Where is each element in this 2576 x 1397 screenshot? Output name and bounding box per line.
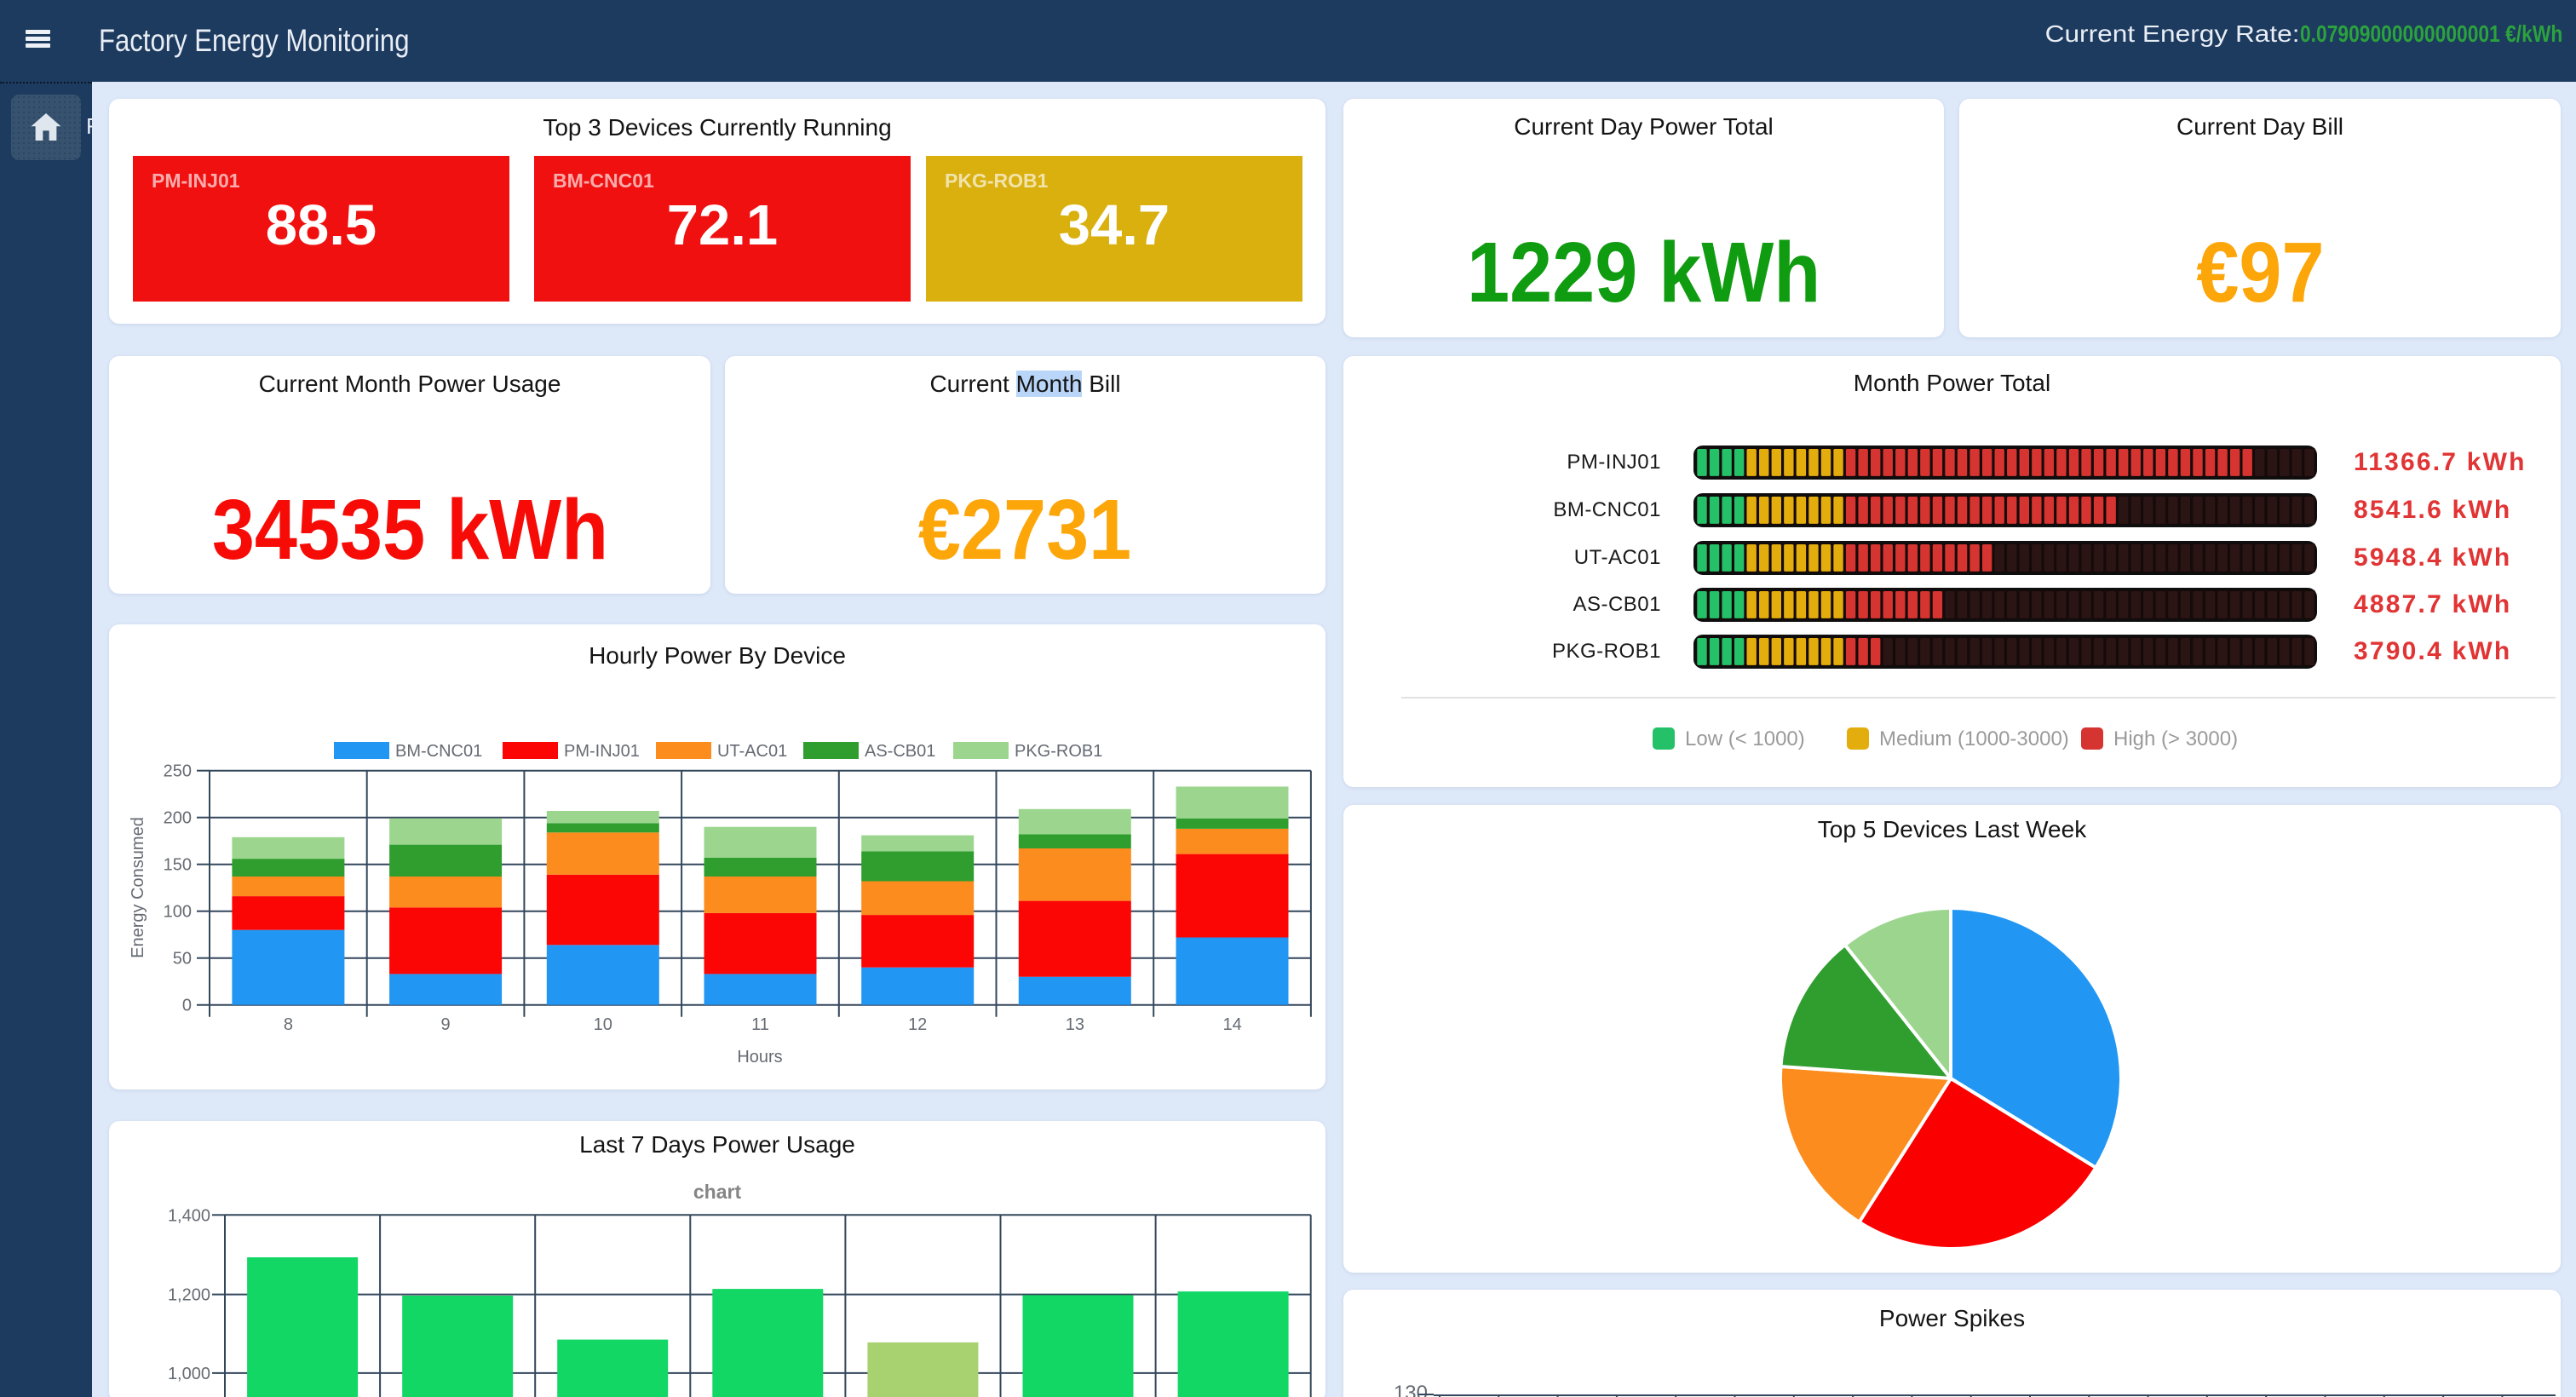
svg-text:0: 0 — [182, 997, 192, 1015]
svg-text:14: 14 — [1222, 1015, 1241, 1034]
svg-text:PKG-ROB1: PKG-ROB1 — [1015, 742, 1102, 761]
svg-text:8: 8 — [284, 1015, 293, 1034]
svg-text:High (> 3000): High (> 3000) — [2113, 727, 2238, 750]
svg-text:12: 12 — [908, 1015, 927, 1034]
svg-text:AS-CB01: AS-CB01 — [865, 742, 935, 761]
svg-text:Energy Consumed: Energy Consumed — [129, 817, 147, 958]
svg-text:50: 50 — [173, 950, 192, 969]
svg-text:150: 150 — [164, 856, 192, 875]
svg-text:200: 200 — [164, 809, 192, 828]
svg-text:BM-CNC01: BM-CNC01 — [395, 742, 482, 761]
svg-text:11: 11 — [751, 1015, 769, 1034]
svg-text:100: 100 — [164, 903, 192, 922]
svg-text:13: 13 — [1066, 1015, 1084, 1034]
svg-text:Low (< 1000): Low (< 1000) — [1685, 727, 1805, 750]
svg-text:PM-INJ01: PM-INJ01 — [564, 742, 640, 761]
svg-text:Medium (1000-3000): Medium (1000-3000) — [1879, 727, 2069, 750]
svg-text:1,000: 1,000 — [168, 1365, 210, 1383]
svg-text:1,400: 1,400 — [168, 1206, 210, 1225]
svg-text:UT-AC01: UT-AC01 — [717, 742, 787, 761]
svg-text:9: 9 — [441, 1015, 451, 1034]
svg-text:Hours: Hours — [737, 1048, 782, 1066]
svg-text:250: 250 — [164, 762, 192, 781]
svg-text:10: 10 — [594, 1015, 612, 1034]
svg-text:1,200: 1,200 — [168, 1286, 210, 1305]
